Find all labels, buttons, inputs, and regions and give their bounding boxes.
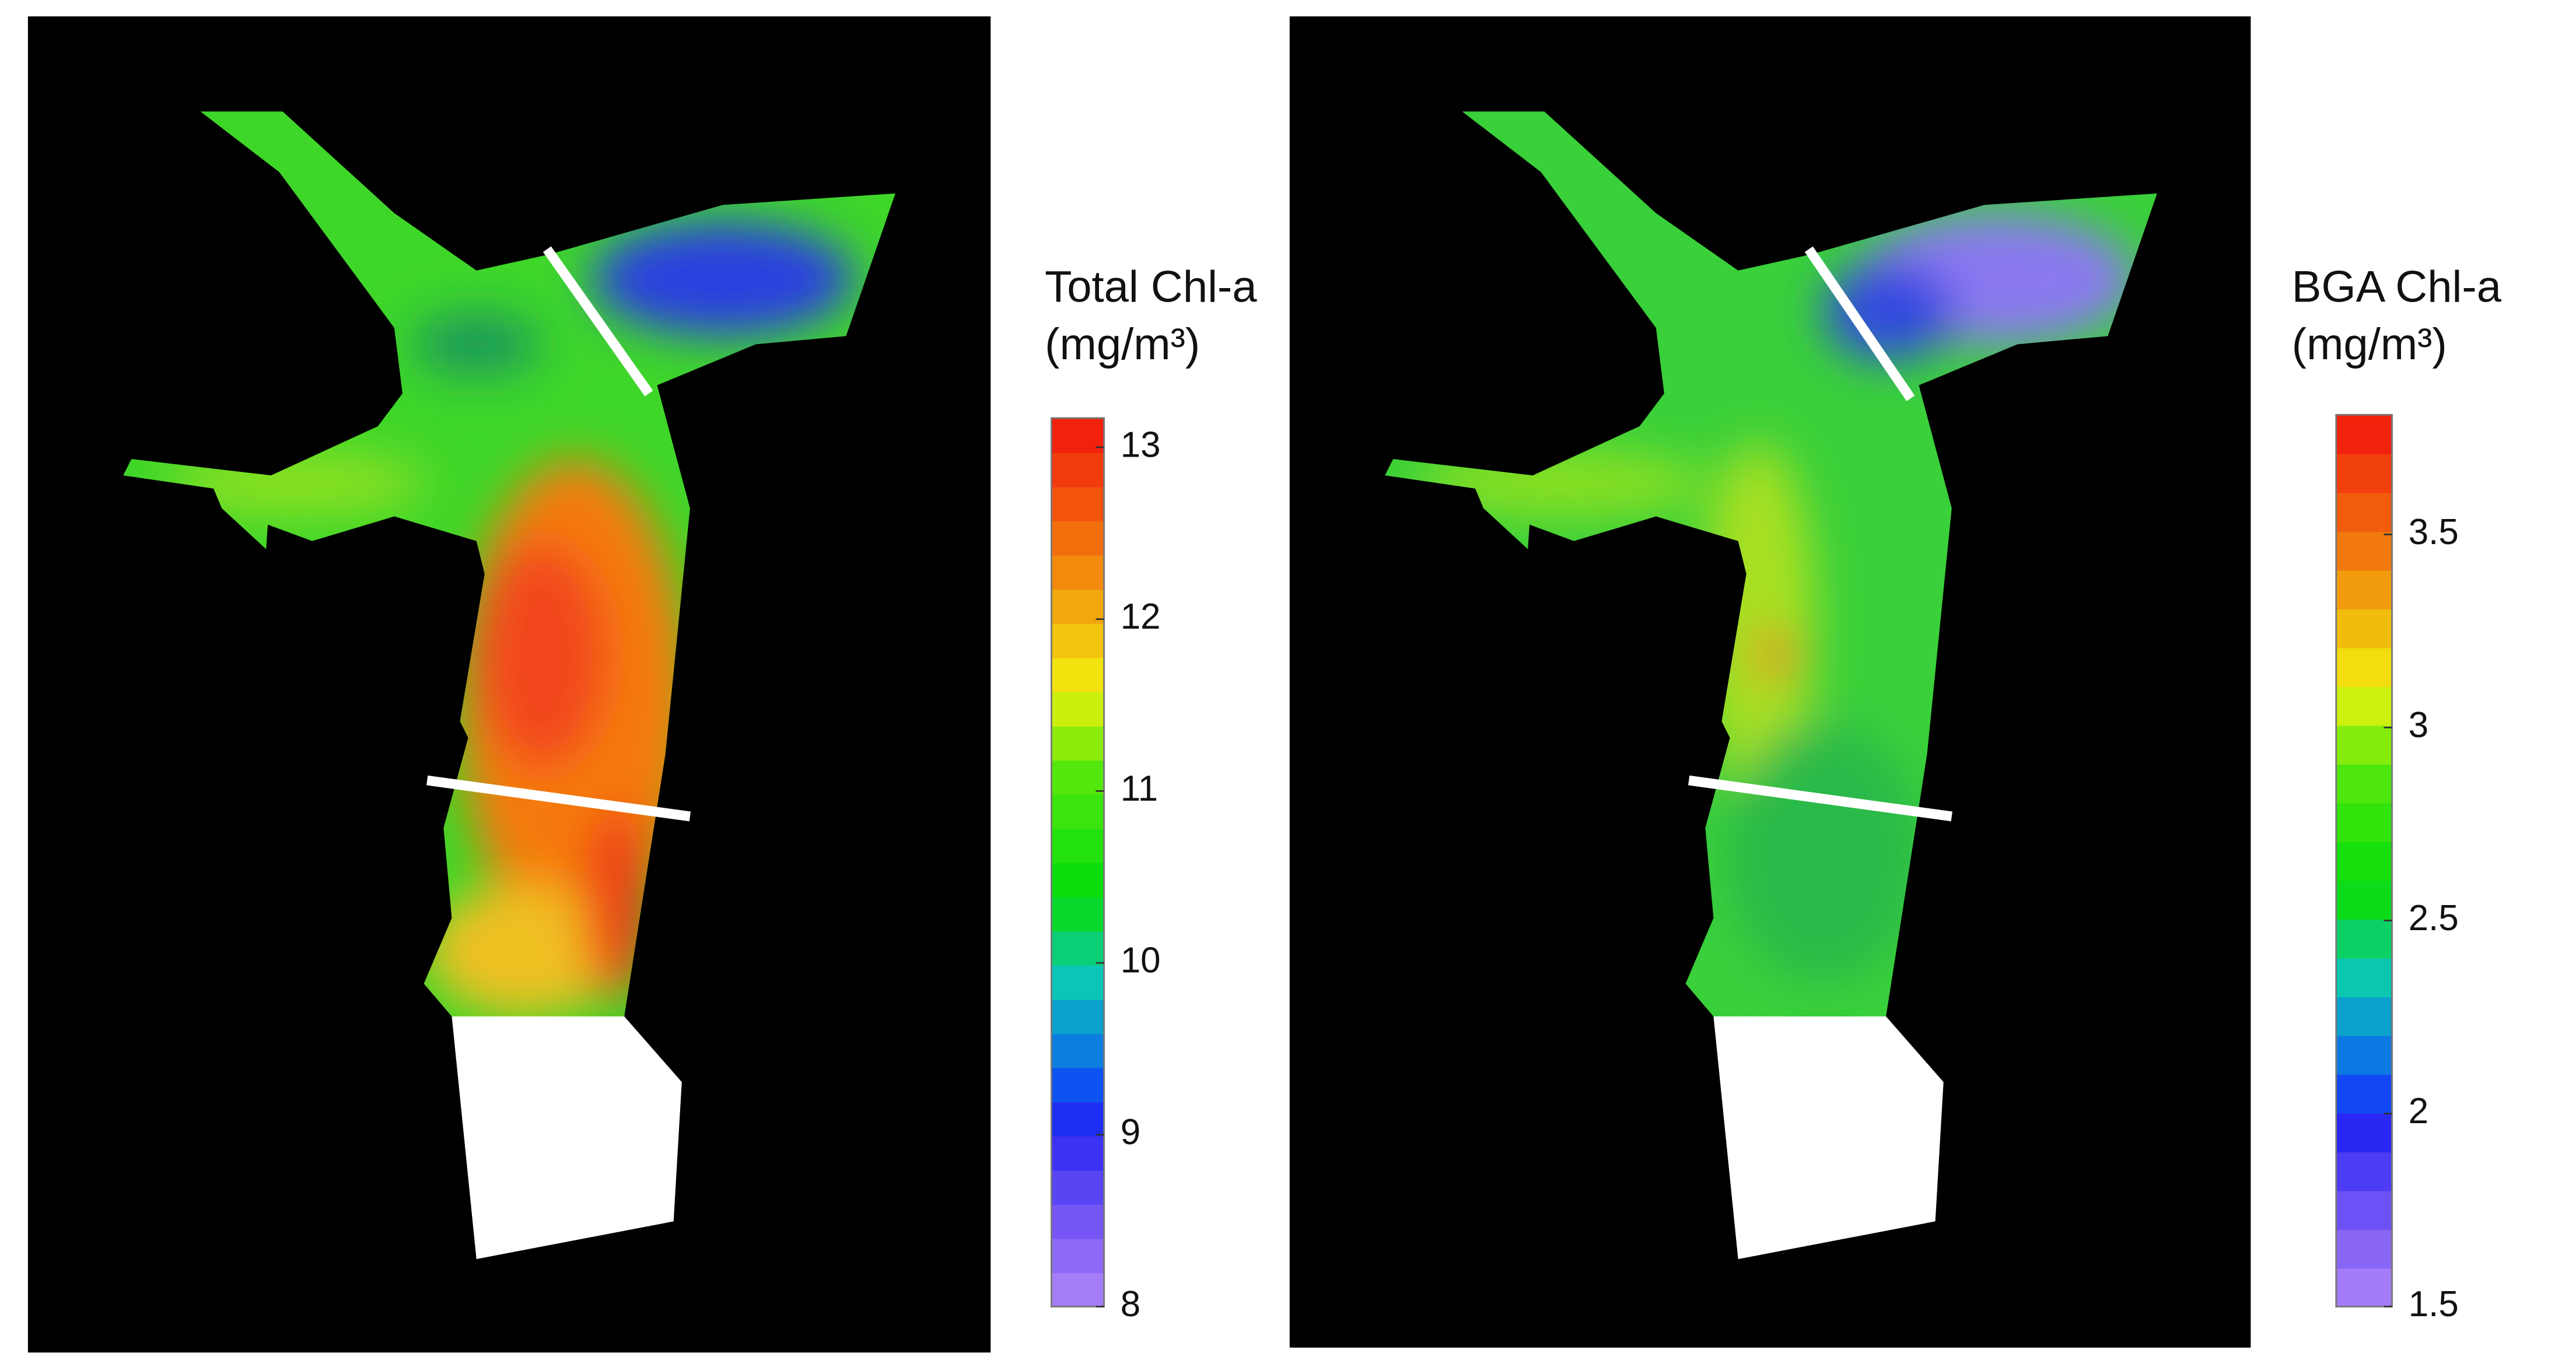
colorbar-band: [2336, 1151, 2392, 1191]
colorbar-band: [2336, 1035, 2392, 1075]
transect-line: [542, 246, 653, 397]
colorbar-tick-label: 2: [2409, 1091, 2428, 1131]
colorbar-band: [1051, 862, 1104, 897]
transect-line: [1688, 775, 1952, 822]
colorbar-band: [1051, 520, 1104, 556]
colorbar-tick-label: 3: [2409, 705, 2428, 745]
colorbar-band: [1051, 759, 1104, 795]
transect-line: [1804, 246, 1915, 401]
colorbar-band: [1051, 588, 1104, 624]
colorbar-band: [2336, 647, 2392, 688]
colorbar-band: [2336, 1074, 2392, 1114]
colorbar-band: [1051, 794, 1104, 829]
colorbar-band: [2336, 686, 2392, 726]
colorbar-band: [2336, 492, 2392, 532]
colorbar-band: [1051, 555, 1104, 590]
colorbar-band: [1051, 691, 1104, 727]
colorbar-band: [1051, 418, 1104, 453]
colorbar-band: [1051, 896, 1104, 932]
colorbar-band: [1051, 1101, 1104, 1137]
colorbar-unit: (mg/m³): [2292, 320, 2447, 369]
colorbar-tick-label: 8: [1121, 1284, 1140, 1324]
colorbar-band: [1051, 1067, 1104, 1103]
colorbar-band: [1051, 828, 1104, 864]
colorbar-tick-label: 13: [1121, 425, 1161, 465]
colorbar-tick-label: 1.5: [2409, 1284, 2459, 1324]
colorbar-band: [2336, 531, 2392, 571]
colorbar-unit: (mg/m³): [1045, 320, 1200, 369]
colorbar-band: [1051, 999, 1104, 1035]
colorbar-band: [2336, 1190, 2392, 1230]
colorbar-tick-label: 3.5: [2409, 512, 2459, 552]
colorbar-band: [1051, 1272, 1104, 1308]
colorbar-band: [1051, 486, 1104, 522]
colorbar-band: [2336, 1113, 2392, 1153]
colorbar-band: [1051, 1204, 1104, 1239]
colorbar-band: [2336, 725, 2392, 765]
colorbar-title: Total Chl-a: [1045, 262, 1257, 312]
colorbar-title: BGA Chl-a: [2292, 262, 2502, 312]
colorbar-frame: [2335, 413, 2393, 1308]
colorbar-band: [1051, 657, 1104, 693]
colorbar-band: [1051, 1238, 1104, 1274]
land-block: [452, 1016, 682, 1260]
colorbar-band: [2336, 1268, 2392, 1308]
colorbar-band: [1051, 1170, 1104, 1205]
colorbar-tick-label: 10: [1121, 941, 1161, 981]
colorbar-band: [2336, 918, 2392, 959]
colorbar-band: [1051, 452, 1104, 488]
colorbar-band: [2336, 453, 2392, 493]
colorbar-band: [1051, 623, 1104, 658]
colorbar-band: [1051, 965, 1104, 1000]
colorbar-tick-label: 9: [1121, 1112, 1140, 1152]
colorbar-band: [2336, 1229, 2392, 1269]
colorbar-band: [2336, 958, 2392, 998]
colorbar-band: [1051, 930, 1104, 966]
colorbar-frame: [1051, 417, 1105, 1308]
colorbar-band: [2336, 608, 2392, 648]
transect-line: [426, 775, 691, 822]
colorbar-band: [1051, 1033, 1104, 1068]
colorbar-band: [2336, 415, 2392, 455]
colorbar-tick-label: 12: [1121, 597, 1161, 637]
colorbar-band: [2336, 570, 2392, 610]
colorbar-band: [2336, 763, 2392, 804]
colorbar-band: [2336, 996, 2392, 1036]
colorbar-tick-label: 11: [1121, 769, 1158, 809]
colorbar-band: [1051, 725, 1104, 761]
land-block: [1713, 1016, 1944, 1260]
colorbar-tick-label: 2.5: [2409, 898, 2459, 938]
colorbar-band: [1051, 1135, 1104, 1171]
colorbar-band: [2336, 880, 2392, 920]
colorbar-band: [2336, 841, 2392, 881]
colorbar-band: [2336, 802, 2392, 843]
